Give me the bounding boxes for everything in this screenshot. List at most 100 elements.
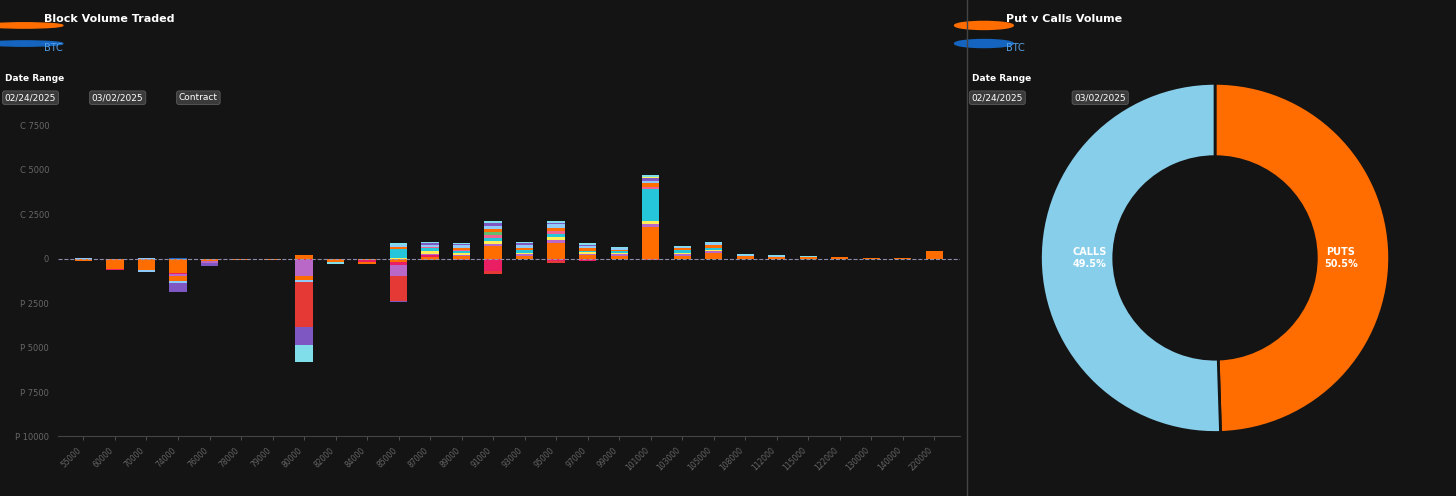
Bar [390, 247, 408, 249]
Bar [579, 252, 597, 254]
Wedge shape [1041, 83, 1220, 433]
Bar [296, 260, 313, 276]
Bar [799, 258, 817, 259]
Bar [453, 254, 470, 256]
Bar [610, 251, 628, 253]
Bar [642, 189, 660, 221]
Bar [515, 245, 533, 248]
Bar [485, 221, 502, 223]
Bar [515, 254, 533, 256]
Bar [358, 259, 376, 260]
Bar [390, 244, 408, 245]
Bar [642, 177, 660, 178]
Text: 03/02/2025: 03/02/2025 [92, 93, 144, 102]
Text: PUTS
50.5%: PUTS 50.5% [1324, 247, 1357, 269]
Bar [705, 249, 722, 251]
Bar [485, 223, 502, 226]
Bar [737, 254, 754, 255]
Bar [737, 257, 754, 259]
Bar [610, 248, 628, 249]
Bar [201, 263, 218, 266]
Bar [138, 258, 156, 259]
Bar [390, 258, 408, 259]
Bar [390, 246, 408, 247]
Bar [485, 230, 502, 232]
Bar [485, 271, 502, 274]
Bar [610, 256, 628, 259]
Bar [610, 249, 628, 251]
Bar [453, 256, 470, 259]
Text: 03/02/2025: 03/02/2025 [1075, 93, 1125, 102]
Bar [515, 253, 533, 254]
Bar [769, 258, 785, 259]
Bar [515, 256, 533, 259]
Bar [169, 258, 186, 259]
Bar [421, 257, 438, 259]
Bar [642, 187, 660, 189]
Bar [547, 259, 565, 261]
Bar [674, 248, 690, 250]
Bar [642, 224, 660, 227]
Bar [610, 247, 628, 248]
Bar [769, 255, 785, 256]
Bar [453, 249, 470, 251]
Bar [390, 301, 408, 302]
Bar [453, 243, 470, 244]
Bar [421, 247, 438, 248]
Circle shape [955, 21, 1013, 29]
Bar [579, 250, 597, 252]
Bar [485, 232, 502, 235]
Bar [169, 259, 186, 273]
Wedge shape [1214, 83, 1389, 433]
Bar [579, 248, 597, 250]
Bar [390, 249, 408, 258]
Bar [579, 243, 597, 245]
Bar [515, 248, 533, 250]
Bar [642, 227, 660, 259]
Bar [264, 259, 281, 260]
Bar [296, 259, 313, 260]
Bar [674, 247, 690, 248]
Bar [421, 245, 438, 247]
Text: BTC: BTC [44, 43, 63, 53]
Bar [453, 244, 470, 246]
Bar [453, 251, 470, 253]
Text: Put v Calls Volume: Put v Calls Volume [1006, 14, 1123, 24]
Bar [515, 244, 533, 245]
Bar [390, 262, 408, 265]
Bar [296, 282, 313, 327]
Bar [579, 255, 597, 259]
Bar [926, 252, 943, 259]
Bar [485, 259, 502, 271]
Bar [421, 244, 438, 245]
Bar [547, 234, 565, 238]
Bar [138, 268, 156, 270]
Bar [233, 259, 249, 260]
Bar [642, 183, 660, 187]
Bar [769, 256, 785, 258]
Bar [421, 242, 438, 244]
Bar [453, 248, 470, 249]
Bar [296, 345, 313, 363]
Bar [485, 247, 502, 259]
Text: Date Range: Date Range [971, 74, 1031, 83]
Bar [579, 254, 597, 255]
Bar [926, 251, 943, 252]
Bar [106, 268, 124, 270]
Bar [515, 250, 533, 253]
Bar [737, 255, 754, 256]
Bar [515, 242, 533, 244]
Bar [74, 259, 92, 261]
Bar [547, 223, 565, 225]
Text: Contract: Contract [179, 93, 218, 102]
Bar [296, 276, 313, 280]
Bar [610, 254, 628, 256]
Bar [296, 255, 313, 259]
Bar [421, 248, 438, 251]
Bar [390, 245, 408, 246]
Bar [642, 178, 660, 181]
Bar [453, 253, 470, 254]
Bar [485, 244, 502, 247]
Bar [358, 260, 376, 262]
Bar [421, 255, 438, 257]
